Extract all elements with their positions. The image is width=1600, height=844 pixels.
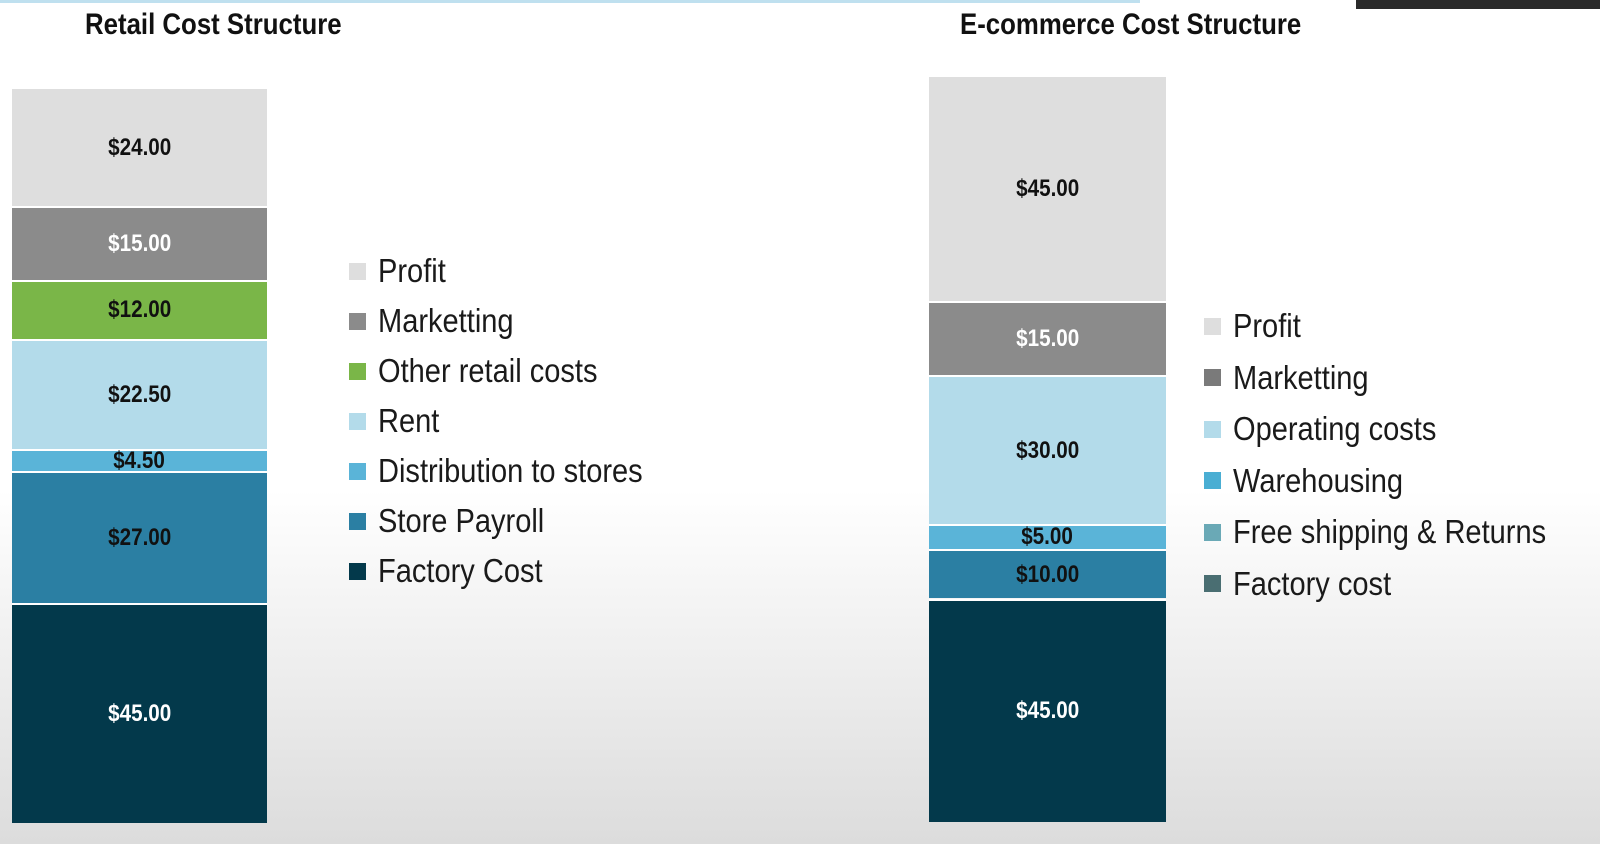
retail-legend-item-other-retail-costs: Other retail costs xyxy=(349,351,627,391)
retail-legend-item-factory-cost: Factory Cost xyxy=(349,551,565,591)
retail-legend-swatch-distribution-to-stores xyxy=(349,462,366,480)
ecommerce-legend-swatch-factory-cost xyxy=(1204,575,1221,592)
retail-legend-swatch-marketting xyxy=(349,312,366,330)
ecommerce-legend-swatch-profit xyxy=(1204,317,1221,335)
ecommerce-data-label-warehousing: $5.00 xyxy=(1021,523,1074,551)
ecommerce-legend-item-free-shipping-returns: Free shipping & Returns xyxy=(1204,512,1589,552)
retail-bar-segment-distribution-to-stores: $4.50 xyxy=(12,447,267,474)
retail-legend-label-factory-cost: Factory Cost xyxy=(378,552,543,589)
ecommerce-bar-segment-operating-costs: $30.00 xyxy=(929,375,1166,524)
ecommerce-data-label-operating-costs: $30.00 xyxy=(1015,436,1080,464)
retail-legend-label-other-retail-costs: Other retail costs xyxy=(378,352,598,389)
retail-data-label-factory-cost: $45.00 xyxy=(107,699,172,727)
retail-legend-label-rent: Rent xyxy=(378,402,440,439)
ecommerce-legend-label-profit: Profit xyxy=(1233,307,1301,344)
ecommerce-legend-label-marketting: Marketting xyxy=(1233,358,1369,396)
ecommerce-bar-segment-warehousing: $5.00 xyxy=(929,523,1166,551)
retail-legend-item-store-payroll: Store Payroll xyxy=(349,501,567,541)
retail-legend-swatch-profit xyxy=(349,262,366,280)
ecommerce-legend-item-marketting: Marketting xyxy=(1204,358,1387,398)
retail-bar-segment-profit: $24.00 xyxy=(12,89,267,207)
ecommerce-data-label-free-shipping-returns: $10.00 xyxy=(1015,560,1080,588)
retail-legend-swatch-other-retail-costs xyxy=(349,362,366,380)
top-accent-line xyxy=(0,0,1140,3)
ecommerce-legend-label-free-shipping-returns: Free shipping & Returns xyxy=(1233,513,1547,550)
retail-bar-segment-marketting: $15.00 xyxy=(12,206,267,280)
ecommerce-legend-label-factory-cost: Factory cost xyxy=(1233,564,1392,602)
retail-data-label-distribution-to-stores: $4.50 xyxy=(113,446,166,474)
retail-legend-item-rent: Rent xyxy=(349,401,448,441)
retail-bar-segment-store-payroll: $27.00 xyxy=(12,470,267,603)
ecommerce-legend-swatch-warehousing xyxy=(1204,472,1221,489)
ecommerce-legend-swatch-operating-costs xyxy=(1204,420,1221,438)
retail-bar-segment-rent: $22.50 xyxy=(12,338,267,449)
retail-legend-swatch-factory-cost xyxy=(349,562,366,580)
ecommerce-bar-segment-factory-cost: $45.00 xyxy=(929,598,1166,822)
ecommerce-legend-item-operating-costs: Operating costs xyxy=(1204,409,1464,449)
ecommerce-legend-swatch-marketting xyxy=(1204,369,1221,386)
ecommerce-legend-item-factory-cost: Factory cost xyxy=(1204,564,1413,604)
retail-data-label-other-retail-costs: $12.00 xyxy=(107,296,172,324)
retail-legend-label-profit: Profit xyxy=(378,252,446,289)
retail-legend-label-distribution-to-stores: Distribution to stores xyxy=(378,452,643,489)
retail-legend-item-distribution-to-stores: Distribution to stores xyxy=(349,451,679,491)
ecommerce-legend-label-warehousing: Warehousing xyxy=(1233,461,1404,499)
ecommerce-bar-segment-profit: $45.00 xyxy=(929,77,1166,301)
retail-data-label-store-payroll: $27.00 xyxy=(107,523,172,551)
retail-legend-item-profit: Profit xyxy=(349,251,455,291)
ecommerce-data-label-factory-cost: $45.00 xyxy=(1015,697,1080,725)
retail-legend-swatch-store-payroll xyxy=(349,512,366,530)
retail-data-label-marketting: $15.00 xyxy=(107,230,172,258)
retail-legend-label-marketting: Marketting xyxy=(378,302,514,339)
ecommerce-bar-segment-free-shipping-returns: $10.00 xyxy=(929,548,1166,599)
ecommerce-legend-label-operating-costs: Operating costs xyxy=(1233,410,1437,447)
ecommerce-data-label-profit: $45.00 xyxy=(1015,174,1080,202)
retail-legend-label-store-payroll: Store Payroll xyxy=(378,502,545,539)
retail-data-label-rent: $22.50 xyxy=(107,380,172,408)
ecommerce-legend-item-warehousing: Warehousing xyxy=(1204,461,1426,501)
retail-bar-segment-other-retail-costs: $12.00 xyxy=(12,279,267,339)
ecommerce-legend-item-profit: Profit xyxy=(1204,306,1310,346)
retail-legend-item-marketting: Marketting xyxy=(349,301,532,341)
retail-chart-title: Retail Cost Structure xyxy=(85,8,342,41)
retail-bar-segment-factory-cost: $45.00 xyxy=(12,602,267,823)
ecommerce-legend-swatch-free-shipping-returns xyxy=(1204,523,1221,541)
retail-legend-swatch-rent xyxy=(349,412,366,430)
video-thumbnail-corner xyxy=(1356,0,1600,9)
retail-data-label-profit: $24.00 xyxy=(107,133,172,161)
ecommerce-bar-segment-marketting: $15.00 xyxy=(929,300,1166,375)
ecommerce-chart-title: E-commerce Cost Structure xyxy=(960,8,1302,41)
ecommerce-data-label-marketting: $15.00 xyxy=(1015,324,1080,352)
